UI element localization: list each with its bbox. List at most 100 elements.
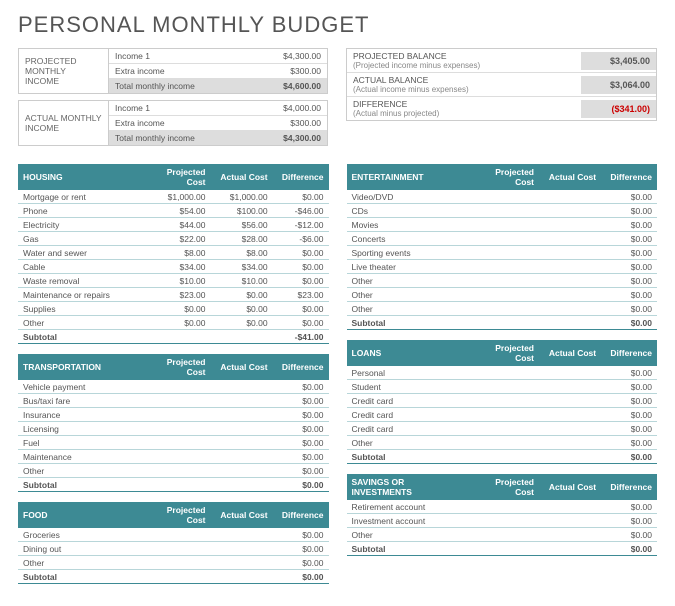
row-diff: $0.00 bbox=[273, 528, 329, 542]
col-actual: Actual Cost bbox=[539, 474, 601, 500]
row-diff: $0.00 bbox=[601, 422, 657, 436]
subtotal-row: Subtotal$0.00 bbox=[347, 542, 658, 556]
col-projected: Projected Cost bbox=[142, 164, 210, 190]
subtotal-row: Subtotal $0.00 bbox=[18, 570, 329, 584]
row-actual bbox=[211, 380, 273, 394]
table-row: Electricity$44.00$56.00-$12.00 bbox=[18, 218, 329, 232]
income-row: Total monthly income$4,300.00 bbox=[109, 131, 327, 145]
row-projected: $8.00 bbox=[142, 246, 210, 260]
table-row: Investment account$0.00 bbox=[347, 514, 658, 528]
row-name: Waste removal bbox=[18, 274, 142, 288]
row-name: Video/DVD bbox=[347, 190, 471, 204]
table-row: Groceries$0.00 bbox=[18, 528, 329, 542]
row-name: Credit card bbox=[347, 394, 471, 408]
row-name: Maintenance bbox=[18, 450, 142, 464]
row-actual bbox=[539, 190, 601, 204]
row-actual bbox=[539, 436, 601, 450]
row-actual: $8.00 bbox=[211, 246, 273, 260]
row-actual bbox=[211, 542, 273, 556]
row-actual bbox=[211, 394, 273, 408]
income-row-value: $4,000.00 bbox=[247, 101, 327, 115]
category-header: ENTERTAINMENTProjected CostActual CostDi… bbox=[347, 164, 658, 190]
table-row: Other$0.00 bbox=[18, 556, 329, 570]
row-actual bbox=[539, 528, 601, 542]
row-actual bbox=[211, 450, 273, 464]
row-projected bbox=[142, 528, 210, 542]
table-row: Waste removal$10.00$10.00$0.00 bbox=[18, 274, 329, 288]
income-rows: Income 1$4,000.00Extra income$300.00Tota… bbox=[109, 101, 327, 145]
row-projected bbox=[471, 246, 539, 260]
row-projected bbox=[142, 542, 210, 556]
row-diff: $0.00 bbox=[273, 464, 329, 478]
subtotal-value: $0.00 bbox=[273, 570, 329, 584]
row-projected: $22.00 bbox=[142, 232, 210, 246]
row-name: CDs bbox=[347, 204, 471, 218]
row-actual bbox=[211, 422, 273, 436]
row-name: Other bbox=[347, 288, 471, 302]
projected-income-label: PROJECTED MONTHLY INCOME bbox=[19, 49, 109, 93]
subtotal-row: Subtotal$0.00 bbox=[18, 478, 329, 492]
category-table: ENTERTAINMENTProjected CostActual CostDi… bbox=[347, 164, 658, 330]
table-row: Video/DVD$0.00 bbox=[347, 190, 658, 204]
table-row: Insurance$0.00 bbox=[18, 408, 329, 422]
table-row: Concerts$0.00 bbox=[347, 232, 658, 246]
row-projected bbox=[471, 380, 539, 394]
row-diff: $0.00 bbox=[601, 288, 657, 302]
row-diff: $0.00 bbox=[601, 500, 657, 514]
category-name: ENTERTAINMENT bbox=[347, 164, 471, 190]
category-name: HOUSING bbox=[18, 164, 142, 190]
actual-income-label: ACTUAL MONTHLY INCOME bbox=[19, 101, 109, 145]
row-actual bbox=[539, 380, 601, 394]
col-difference: Difference bbox=[601, 340, 657, 366]
category-header: HOUSINGProjected CostActual CostDifferen… bbox=[18, 164, 329, 190]
col-actual: Actual Cost bbox=[539, 340, 601, 366]
subtotal-value: $0.00 bbox=[273, 478, 329, 492]
row-actual: $0.00 bbox=[211, 302, 273, 316]
row-projected bbox=[142, 394, 210, 408]
row-name: Credit card bbox=[347, 422, 471, 436]
row-actual bbox=[211, 556, 273, 570]
income-row-name: Extra income bbox=[109, 116, 247, 130]
balance-value: $3,405.00 bbox=[581, 52, 656, 70]
category-name: FOOD bbox=[18, 502, 142, 528]
row-projected bbox=[471, 394, 539, 408]
row-diff: $0.00 bbox=[601, 218, 657, 232]
table-row: Retirement account $0.00 bbox=[347, 500, 658, 514]
row-projected bbox=[471, 408, 539, 422]
row-diff: $0.00 bbox=[273, 274, 329, 288]
row-name: Supplies bbox=[18, 302, 142, 316]
row-diff: $0.00 bbox=[273, 408, 329, 422]
col-projected: Projected Cost bbox=[142, 502, 210, 528]
category-name: SAVINGS OR INVESTMENTS bbox=[347, 474, 471, 500]
row-name: Live theater bbox=[347, 260, 471, 274]
row-diff: $0.00 bbox=[273, 436, 329, 450]
balance-value: ($341.00) bbox=[581, 100, 656, 118]
row-diff: $0.00 bbox=[273, 380, 329, 394]
row-name: Other bbox=[18, 464, 142, 478]
row-diff: -$46.00 bbox=[273, 204, 329, 218]
balance-row: DIFFERENCE(Actual minus projected)($341.… bbox=[347, 97, 656, 120]
row-actual: $56.00 bbox=[211, 218, 273, 232]
income-row: Income 1$4,000.00 bbox=[109, 101, 327, 116]
row-diff: $0.00 bbox=[273, 260, 329, 274]
table-row: Bus/taxi fare$0.00 bbox=[18, 394, 329, 408]
row-diff: $0.00 bbox=[601, 380, 657, 394]
income-row-name: Total monthly income bbox=[109, 79, 247, 93]
row-projected bbox=[142, 464, 210, 478]
balance-labels: ACTUAL BALANCE(Actual income minus expen… bbox=[347, 73, 581, 96]
row-actual bbox=[539, 514, 601, 528]
row-name: Licensing bbox=[18, 422, 142, 436]
category-table: FOODProjected CostActual CostDifferenceG… bbox=[18, 502, 329, 584]
row-name: Credit card bbox=[347, 408, 471, 422]
table-row: Dining out$0.00 bbox=[18, 542, 329, 556]
table-row: Vehicle payment$0.00 bbox=[18, 380, 329, 394]
row-name: Concerts bbox=[347, 232, 471, 246]
table-row: Personal$0.00 bbox=[347, 366, 658, 380]
subtotal-label: Subtotal bbox=[18, 570, 142, 584]
subtotal-label: Subtotal bbox=[347, 316, 471, 330]
row-projected bbox=[471, 302, 539, 316]
row-actual: $100.00 bbox=[211, 204, 273, 218]
category-name: LOANS bbox=[347, 340, 471, 366]
row-name: Retirement account bbox=[347, 500, 471, 514]
row-projected bbox=[142, 436, 210, 450]
